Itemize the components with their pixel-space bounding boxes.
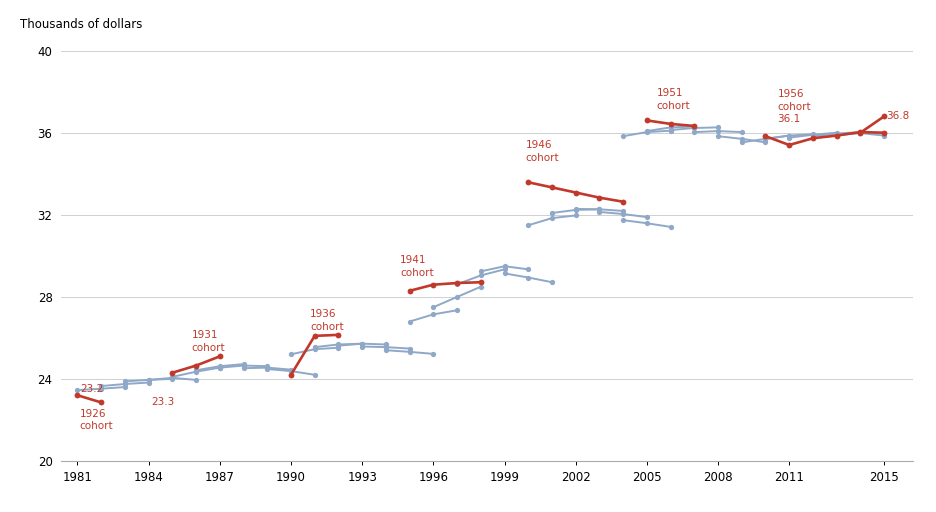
Text: Thousands of dollars: Thousands of dollars [20, 18, 142, 31]
Text: 1941
cohort: 1941 cohort [400, 255, 433, 278]
Text: 1936
cohort: 1936 cohort [310, 309, 344, 332]
Text: 1946
cohort: 1946 cohort [526, 140, 560, 163]
Text: 23.2: 23.2 [80, 383, 103, 394]
Text: 23.3: 23.3 [151, 397, 174, 408]
Text: 1931
cohort: 1931 cohort [191, 330, 225, 353]
Text: 1956
cohort
36.1: 1956 cohort 36.1 [778, 89, 811, 124]
Text: 1951
cohort: 1951 cohort [656, 88, 690, 111]
Text: 36.8: 36.8 [886, 111, 910, 121]
Text: 1926
cohort: 1926 cohort [80, 409, 113, 431]
